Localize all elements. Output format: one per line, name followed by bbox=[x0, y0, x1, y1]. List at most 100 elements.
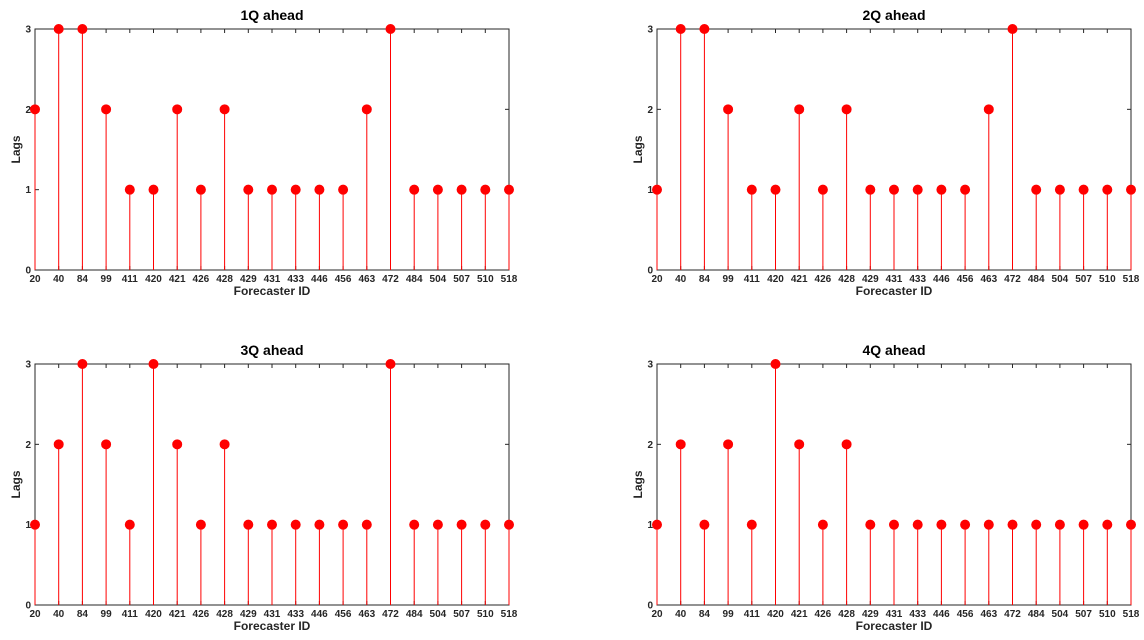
stem-marker bbox=[723, 104, 734, 115]
chart-panel-2: 0 1 2 3 20 40 84 99 411 420 421 426 428 429 431 433 446 4… bbox=[631, 7, 1140, 298]
chart-panel-4: 0 1 2 3 20 40 84 99 411 420 421 426 428 429 431 433 446 4… bbox=[631, 342, 1140, 633]
x-tick-label: 518 bbox=[501, 609, 518, 620]
x-tick-label: 429 bbox=[862, 609, 879, 620]
stem-marker bbox=[817, 184, 828, 195]
stem-marker bbox=[409, 519, 420, 530]
x-tick-label: 507 bbox=[453, 609, 470, 620]
y-tick-label: 0 bbox=[647, 266, 653, 277]
stem-marker bbox=[699, 519, 710, 530]
stem-marker bbox=[361, 519, 372, 530]
stem-marker bbox=[456, 519, 467, 530]
x-tick-label: 463 bbox=[980, 274, 997, 285]
stem-marker bbox=[817, 519, 828, 530]
stem-marker bbox=[148, 359, 159, 369]
stem-marker bbox=[385, 24, 396, 34]
stem-marker bbox=[1126, 184, 1136, 195]
x-tick-label: 421 bbox=[169, 274, 186, 285]
x-tick-label: 484 bbox=[1028, 274, 1045, 285]
x-tick-label: 84 bbox=[77, 609, 89, 620]
x-tick-label: 411 bbox=[744, 609, 761, 620]
y-tick-label: 2 bbox=[25, 440, 31, 451]
stem-marker bbox=[219, 439, 230, 450]
chart-title: 1Q ahead bbox=[240, 7, 303, 23]
x-tick-label: 463 bbox=[358, 274, 375, 285]
y-tick-label: 1 bbox=[647, 520, 653, 531]
x-tick-label: 40 bbox=[675, 274, 687, 285]
x-tick-label: 421 bbox=[791, 274, 808, 285]
x-tick-label: 426 bbox=[193, 609, 210, 620]
stem-marker bbox=[338, 184, 349, 195]
x-tick-label: 518 bbox=[1123, 609, 1140, 620]
x-tick-label: 84 bbox=[77, 274, 89, 285]
stem-marker bbox=[1126, 519, 1136, 530]
x-tick-label: 472 bbox=[1004, 609, 1021, 620]
stem-marker bbox=[865, 184, 876, 195]
x-tick-label: 507 bbox=[1075, 609, 1092, 620]
stem-marker bbox=[172, 104, 183, 115]
x-tick-label: 504 bbox=[1052, 609, 1069, 620]
stem-marker bbox=[290, 184, 301, 195]
x-tick-label: 428 bbox=[216, 274, 233, 285]
chart-title: 3Q ahead bbox=[240, 342, 303, 358]
stem-marker bbox=[794, 104, 805, 115]
x-tick-label: 420 bbox=[767, 274, 784, 285]
chart-title: 2Q ahead bbox=[862, 7, 925, 23]
x-tick-label: 463 bbox=[980, 609, 997, 620]
stem-marker bbox=[746, 519, 757, 530]
stem-marker bbox=[699, 24, 710, 34]
stem-marker bbox=[30, 519, 40, 530]
x-tick-label: 518 bbox=[501, 274, 518, 285]
stem-marker bbox=[385, 359, 396, 369]
x-tick-label: 99 bbox=[101, 609, 113, 620]
y-tick-label: 3 bbox=[647, 25, 653, 36]
x-tick-label: 510 bbox=[477, 609, 494, 620]
x-tick-label: 433 bbox=[287, 609, 304, 620]
x-tick-label: 428 bbox=[838, 274, 855, 285]
x-tick-label: 411 bbox=[122, 274, 139, 285]
x-tick-label: 420 bbox=[145, 274, 162, 285]
x-tick-label: 510 bbox=[477, 274, 494, 285]
stem-marker bbox=[195, 184, 206, 195]
stem-marker bbox=[124, 184, 135, 195]
x-tick-label: 20 bbox=[651, 274, 663, 285]
stem-marker bbox=[865, 519, 876, 530]
y-tick-label: 2 bbox=[25, 105, 31, 116]
stem-marker bbox=[432, 519, 443, 530]
x-tick-label: 507 bbox=[453, 274, 470, 285]
stem-marker bbox=[1007, 24, 1018, 34]
chart-panel-1: 0 1 2 3 20 40 84 99 411 420 421 426 428 429 431 433 446 4… bbox=[9, 7, 518, 298]
x-tick-label: 433 bbox=[909, 609, 926, 620]
stem-marker bbox=[983, 519, 994, 530]
x-tick-label: 456 bbox=[335, 274, 352, 285]
y-axis-label: Lags bbox=[9, 470, 23, 498]
x-tick-label: 446 bbox=[311, 274, 328, 285]
x-tick-label: 456 bbox=[957, 609, 974, 620]
x-tick-label: 428 bbox=[838, 609, 855, 620]
stem-marker bbox=[770, 184, 781, 195]
x-axis-label: Forecaster ID bbox=[234, 619, 311, 633]
stem-marker bbox=[1007, 519, 1018, 530]
x-tick-label: 456 bbox=[957, 274, 974, 285]
x-tick-label: 429 bbox=[862, 274, 879, 285]
x-tick-label: 446 bbox=[933, 609, 950, 620]
stem-marker bbox=[338, 519, 349, 530]
stem-marker bbox=[53, 439, 64, 450]
y-tick-label: 1 bbox=[25, 520, 31, 531]
y-axis-label: Lags bbox=[631, 470, 645, 498]
stem-marker bbox=[290, 519, 301, 530]
chart-title: 4Q ahead bbox=[862, 342, 925, 358]
stem-marker bbox=[77, 24, 88, 34]
x-tick-label: 484 bbox=[1028, 609, 1045, 620]
x-tick-label: 84 bbox=[699, 274, 711, 285]
y-tick-label: 0 bbox=[25, 266, 31, 277]
stem-marker bbox=[652, 519, 662, 530]
x-axis-label: Forecaster ID bbox=[856, 284, 933, 298]
x-tick-label: 518 bbox=[1123, 274, 1140, 285]
x-tick-label: 472 bbox=[382, 609, 399, 620]
stem-marker bbox=[912, 184, 923, 195]
stem-marker bbox=[267, 184, 277, 195]
stem-marker bbox=[1078, 519, 1089, 530]
x-tick-label: 40 bbox=[53, 274, 65, 285]
stem-marker bbox=[841, 104, 852, 115]
